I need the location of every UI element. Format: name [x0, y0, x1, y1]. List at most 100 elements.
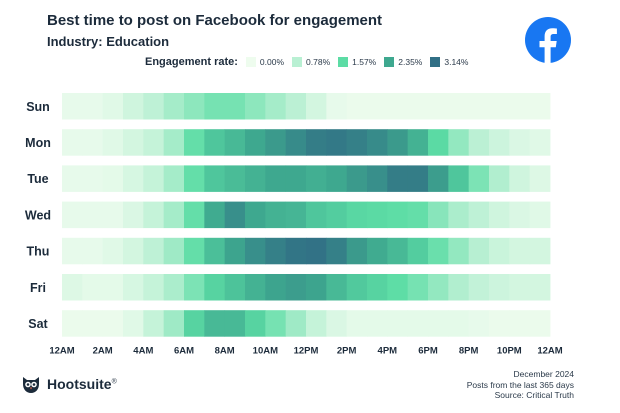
row-label-tue: Tue — [27, 172, 48, 186]
heatmap-cell-mon-5am — [163, 129, 185, 156]
heatmap-cell-fri-11am — [285, 274, 307, 301]
heatmap-cell-tue-2pm — [346, 165, 368, 192]
heatmap-cell-thu-3am — [123, 237, 144, 265]
heatmap-cell-tue-3pm — [367, 165, 388, 192]
legend-swatch — [292, 57, 303, 67]
heatmap-cell-sun-5pm — [407, 93, 429, 120]
heatmap-cell-fri-3pm — [367, 274, 388, 301]
heatmap-cell-sat-3am — [123, 310, 144, 337]
heatmap-cell-tue-5am — [163, 165, 185, 192]
heatmap-cell-mon-4am — [143, 129, 165, 156]
legend-item: 3.14% — [430, 57, 468, 67]
row-label-mon: Mon — [25, 136, 51, 150]
heatmap-cell-thu-12pm — [306, 237, 327, 265]
heatmap-cell-tue-4am — [143, 165, 165, 192]
x-tick-label: 12AM — [537, 346, 562, 357]
heatmap-cell-mon-7am — [204, 129, 226, 156]
heatmap-cell-tue-4pm — [387, 165, 409, 192]
heatmap-cell-thu-10pm — [509, 237, 531, 265]
heatmap-cell-mon-9pm — [489, 129, 510, 156]
legend-label: Engagement rate: — [145, 56, 238, 68]
heatmap-cell-sat-1pm — [326, 310, 348, 337]
heatmap-cell-mon-3pm — [367, 129, 388, 156]
heatmap-cell-wed-12am — [62, 201, 83, 229]
heatmap-cell-fri-5pm — [407, 274, 429, 301]
heatmap-cell-sat-3pm — [367, 310, 388, 337]
heatmap-cell-sat-5am — [163, 310, 185, 337]
heatmap-cell-mon-6pm — [428, 129, 449, 156]
heatmap-cell-thu-8am — [224, 237, 246, 265]
heatmap-cell-sun-7pm — [448, 93, 470, 120]
heatmap-cell-mon-8pm — [468, 129, 490, 156]
row-label-sun: Sun — [26, 100, 50, 114]
heatmap-cell-fri-9pm — [489, 274, 510, 301]
heatmap-cell-mon-8am — [224, 129, 246, 156]
legend-item-label: 0.78% — [306, 57, 331, 67]
heatmap-cell-wed-7pm — [448, 201, 470, 229]
heatmap-cell-sun-3pm — [367, 93, 388, 120]
heatmap-cell-fri-2am — [102, 274, 124, 301]
x-tick-label: 10AM — [253, 346, 278, 357]
heatmap-cell-thu-7am — [204, 237, 226, 265]
heatmap-cell-fri-4am — [143, 274, 165, 301]
heatmap-cell-sun-4pm — [387, 93, 409, 120]
heatmap-cell-mon-7pm — [448, 129, 470, 156]
footer-date: December 2024 — [513, 369, 574, 379]
heatmap-cell-mon-9am — [245, 129, 266, 156]
heatmap-cell-sat-4pm — [387, 310, 409, 337]
heatmap-cell-wed-9pm — [489, 201, 510, 229]
heatmap-cell-fri-5am — [163, 274, 185, 301]
heatmap-cell-wed-8pm — [468, 201, 490, 229]
heatmap-cell-wed-3am — [123, 201, 144, 229]
heatmap-cell-sat-4am — [143, 310, 165, 337]
heatmap-cell-thu-9am — [245, 237, 266, 265]
heatmap-cell-mon-10pm — [509, 129, 531, 156]
heatmap-cell-fri-7pm — [448, 274, 470, 301]
x-tick-label: 2AM — [93, 346, 113, 357]
heatmap-cell-sat-5pm — [407, 310, 429, 337]
legend: Engagement rate: 0.00% 0.78% 1.57% 2.35%… — [145, 55, 476, 69]
legend-item: 0.00% — [245, 57, 284, 67]
heatmap-cell-sat-6pm — [428, 310, 449, 337]
heatmap-cell-sun-12am — [62, 93, 83, 120]
heatmap-cell-tue-11am — [285, 165, 307, 192]
heatmap-cell-fri-11pm — [529, 274, 551, 301]
x-tick-label: 2PM — [337, 346, 357, 357]
heatmap-cell-wed-3pm — [367, 201, 388, 229]
heatmap-cell-mon-10am — [265, 129, 287, 156]
legend-item-label: 2.35% — [398, 57, 423, 67]
legend-swatch — [384, 57, 395, 67]
heatmap-cell-tue-1am — [82, 165, 104, 192]
heatmap-cell-sat-9am — [245, 310, 266, 337]
legend-swatch — [245, 57, 256, 67]
facebook-logo-icon — [525, 17, 571, 63]
heatmap-cell-sat-2am — [102, 310, 124, 337]
heatmap-cell-fri-8pm — [468, 274, 490, 301]
heatmap-cell-wed-11pm — [529, 201, 551, 229]
brand-name: Hootsuite® — [47, 376, 117, 392]
heatmap-cell-sat-7am — [204, 310, 226, 337]
heatmap-cell-sat-11pm — [529, 310, 551, 337]
heatmap-cell-thu-6am — [184, 237, 205, 265]
heatmap-cell-thu-7pm — [448, 237, 470, 265]
heatmap-cell-wed-5pm — [407, 201, 429, 229]
heatmap-cell-wed-2pm — [346, 201, 368, 229]
legend-item-label: 1.57% — [352, 57, 377, 67]
heatmap-cell-fri-7am — [204, 274, 226, 301]
x-tick-label: 12PM — [294, 346, 319, 357]
heatmap-cell-tue-12am — [62, 165, 83, 192]
heatmap-cell-mon-4pm — [387, 129, 409, 156]
heatmap-cell-thu-11am — [285, 237, 307, 265]
heatmap-cell-thu-1pm — [326, 237, 348, 265]
heatmap-cell-tue-2am — [102, 165, 124, 192]
footer-source: Source: Critical Truth — [494, 390, 574, 400]
heatmap-cell-thu-5am — [163, 237, 185, 265]
heatmap-cell-mon-6am — [184, 129, 205, 156]
legend-item: 2.35% — [384, 57, 422, 67]
heatmap-cell-fri-9am — [245, 274, 266, 301]
heatmap-cell-tue-9pm — [489, 165, 510, 192]
heatmap-cell-sun-10pm — [509, 93, 531, 120]
heatmap-cell-tue-8am — [224, 165, 246, 192]
heatmap-cell-thu-9pm — [489, 237, 510, 265]
